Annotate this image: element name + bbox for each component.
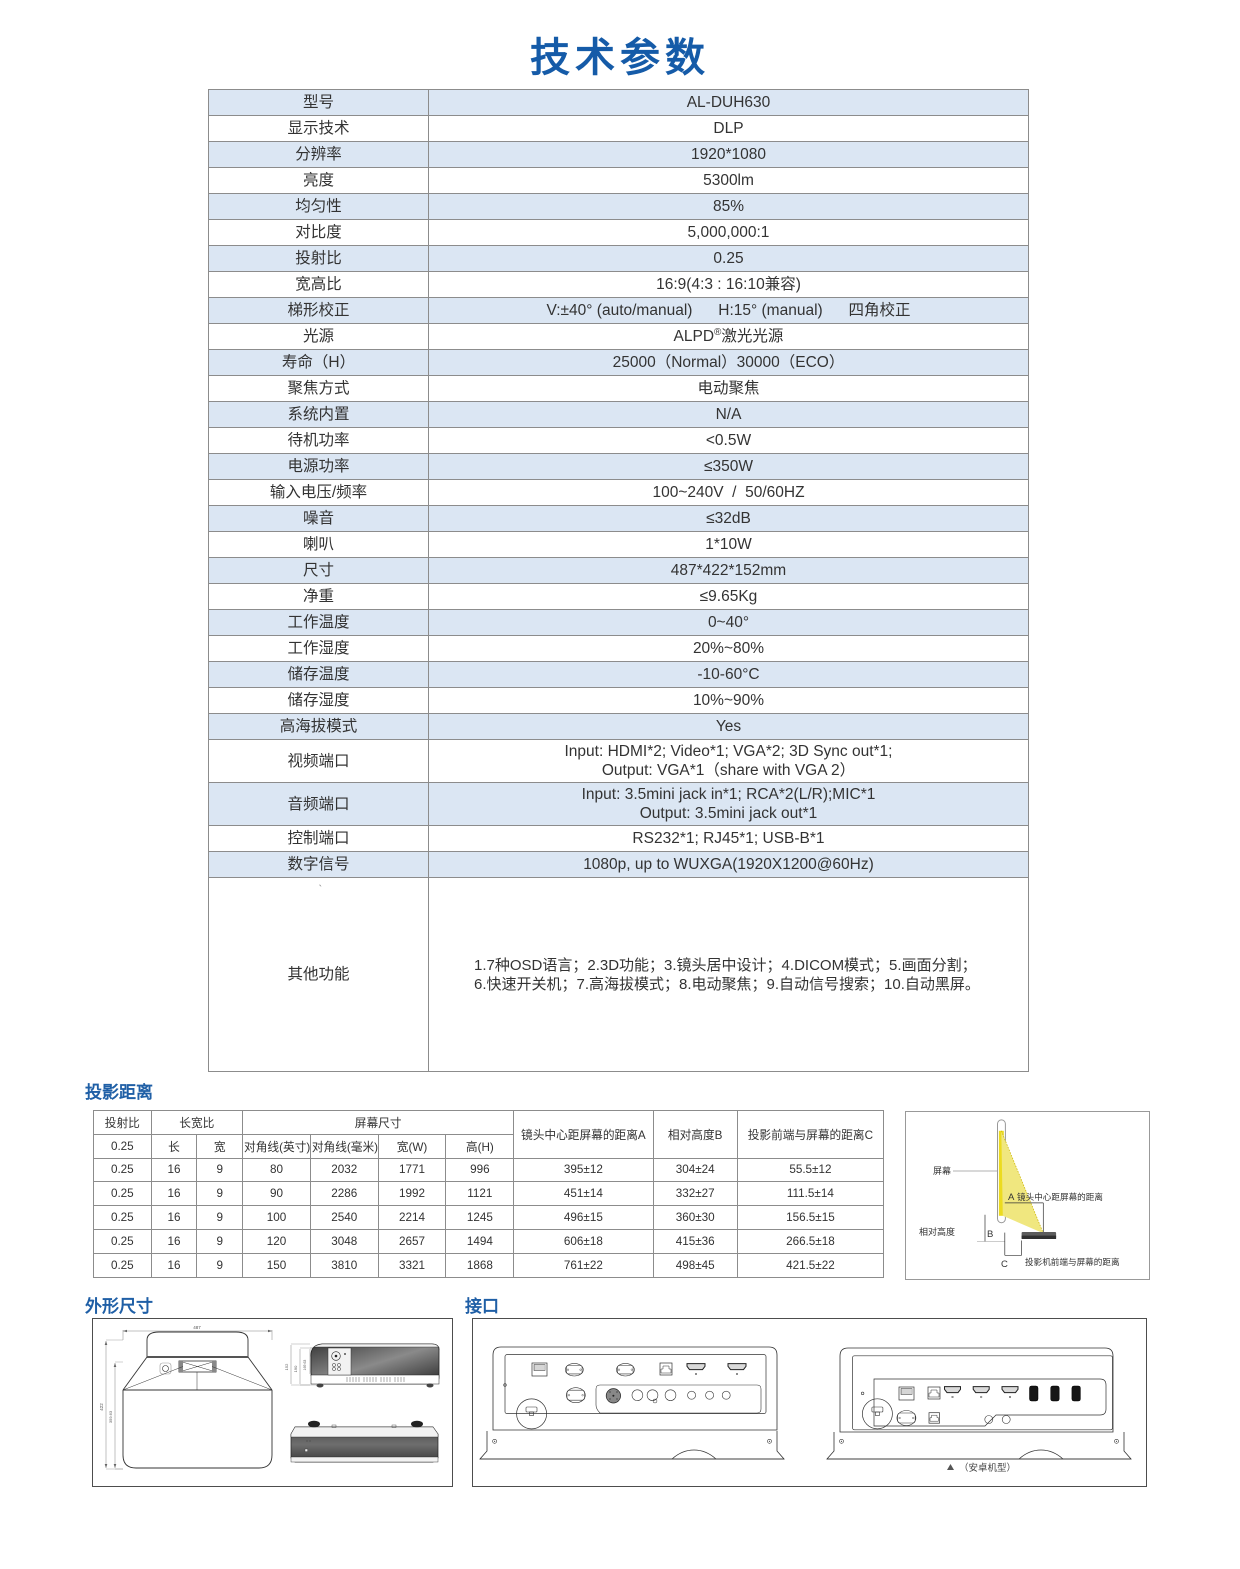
svg-text:C: C (1001, 1259, 1008, 1270)
svg-text:投影机前端与屏幕的距离: 投影机前端与屏幕的距离 (1025, 1256, 1120, 1267)
svg-text:B: B (987, 1229, 993, 1240)
svg-text:相对高度: 相对高度 (919, 1226, 955, 1237)
svg-text:屏幕: 屏幕 (933, 1165, 951, 1176)
svg-text:镜头中心距屏幕的距离: 镜头中心距屏幕的距离 (1017, 1191, 1103, 1202)
svg-text:A: A (1008, 1192, 1015, 1203)
svg-text:（安卓机型）: （安卓机型） (959, 1462, 1016, 1474)
